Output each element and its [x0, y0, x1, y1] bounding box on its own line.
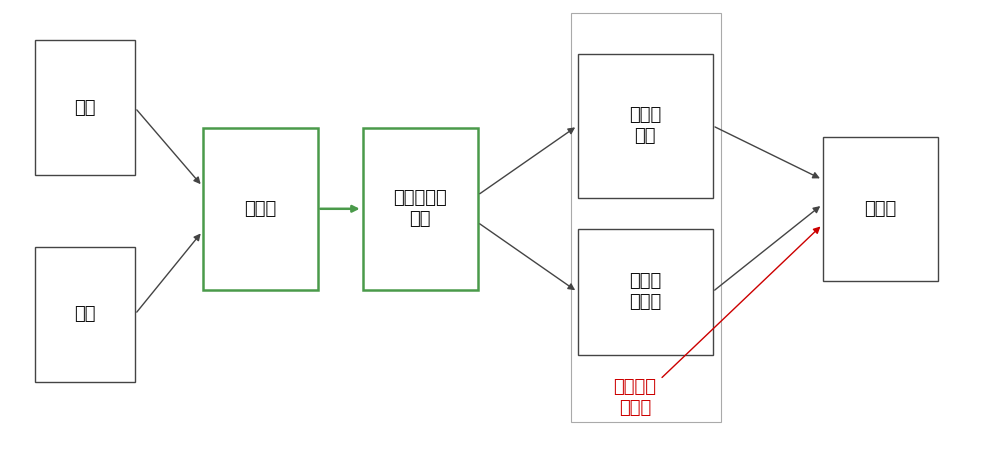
Text: 成像光
谱仪: 成像光 谱仪: [629, 106, 661, 145]
Text: 光谱辐
射度计: 光谱辐 射度计: [629, 273, 661, 311]
Bar: [202, 128, 318, 290]
Bar: [35, 40, 135, 175]
Bar: [362, 128, 478, 290]
Bar: [35, 247, 135, 382]
Text: 计算机: 计算机: [864, 200, 896, 218]
Bar: [822, 137, 938, 281]
Text: 一维电动
平移台: 一维电动 平移台: [614, 378, 656, 417]
Text: 錨灯: 錨灯: [74, 99, 96, 117]
Text: 大口径平行
光管: 大口径平行 光管: [393, 189, 447, 228]
Bar: [571, 13, 721, 422]
Text: 氚灯: 氚灯: [74, 305, 96, 323]
Bar: [578, 229, 712, 355]
Text: 积分球: 积分球: [244, 200, 276, 218]
Bar: [578, 54, 712, 198]
